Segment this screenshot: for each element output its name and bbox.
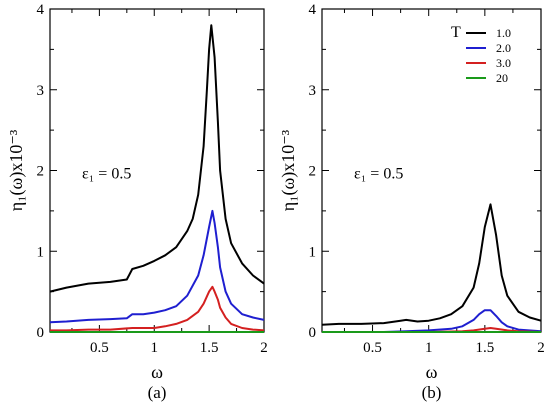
legend-title: T	[451, 24, 461, 41]
legend-label: 20	[496, 71, 508, 85]
series-line-1-0	[321, 203, 542, 326]
y-tick-label: 3	[37, 83, 45, 99]
y-tick-label: 4	[309, 2, 317, 18]
y-tick-label: 0	[37, 325, 45, 341]
x-tick-label: 1.5	[200, 340, 219, 356]
series-line-1-0	[49, 24, 265, 293]
y-tick-label: 1	[37, 244, 45, 260]
y-tick-label: 1	[309, 244, 317, 260]
y-axis-label: η₁(ω)x10⁻³	[6, 129, 27, 211]
y-tick-label: 2	[309, 164, 317, 180]
x-axis-label: ω	[151, 362, 163, 382]
series-line-2-0	[322, 309, 542, 333]
epsilon-annotation: ε₁ = 0.5	[354, 166, 403, 183]
legend-label: 3.0	[496, 56, 511, 70]
x-tick-label: 1	[425, 340, 433, 356]
x-tick-label: 1.5	[475, 340, 494, 356]
y-tick-label: 0	[309, 325, 317, 341]
y-tick-label: 2	[37, 164, 45, 180]
panel-a: 0 1 2 3 4 0.5 1 1.5 2 ω(a) η₁(ω)x10⁻³ ε₁ = 0.5	[6, 2, 268, 402]
series-line-3-0	[50, 285, 265, 332]
series-line-2-0	[49, 209, 265, 324]
epsilon-annotation: ε₁ = 0.5	[82, 166, 131, 183]
y-axis-label: η₁(ω)x10⁻³	[278, 129, 299, 211]
x-tick-label: 0.5	[363, 340, 382, 356]
panel-label: (b)	[422, 383, 442, 402]
x-tick-label: 1	[151, 340, 159, 356]
panel-label: (a)	[148, 383, 167, 402]
x-tick-label: 0.5	[90, 340, 109, 356]
x-axis-label: ω	[426, 362, 438, 382]
legend-label: 2.0	[496, 41, 511, 55]
y-tick-label: 4	[37, 2, 45, 18]
x-tick-label: 2	[260, 340, 268, 356]
legend-label: 1.0	[496, 26, 511, 40]
y-tick-label: 3	[309, 83, 317, 99]
x-tick-label: 2	[537, 340, 545, 356]
